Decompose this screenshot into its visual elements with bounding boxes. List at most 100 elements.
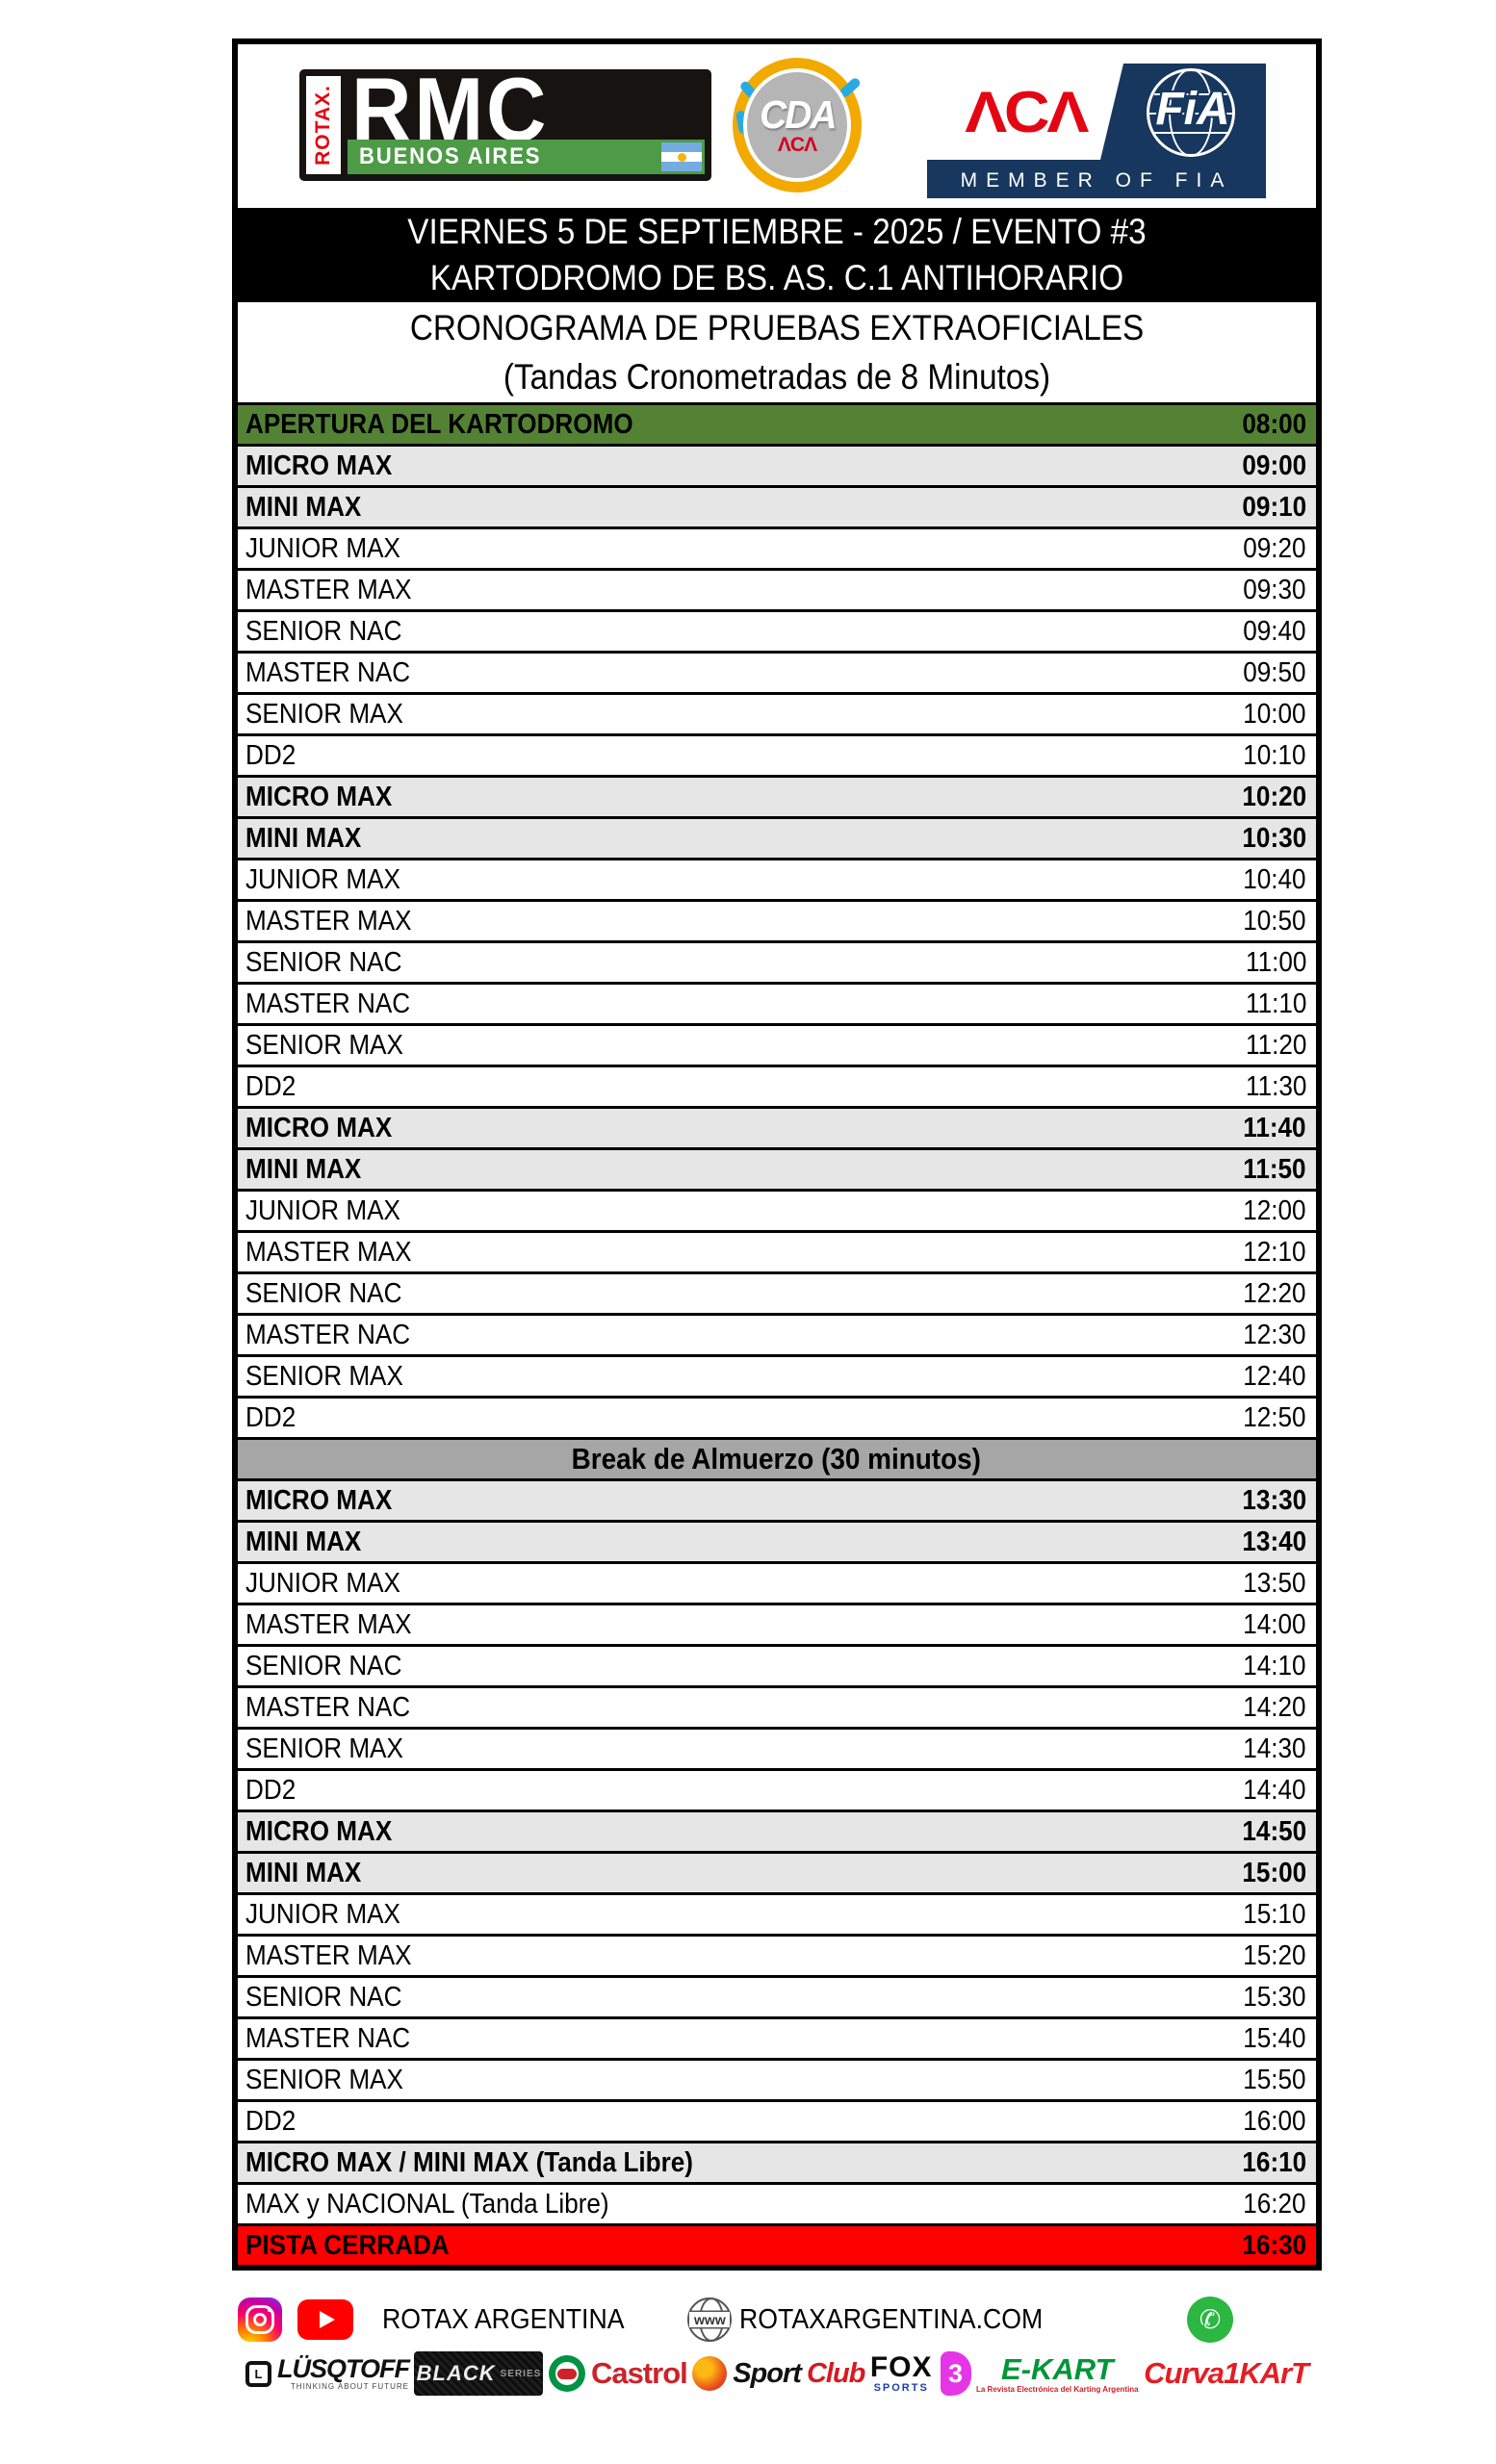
time-label: 16:20	[1243, 2188, 1306, 2220]
table-row: JUNIOR MAX 10:40	[238, 858, 1316, 899]
table-row: DD2 16:00	[238, 2099, 1316, 2141]
category-label: DD2	[245, 1070, 297, 1102]
time-label: 15:00	[1242, 1857, 1306, 1888]
time-label: 11:10	[1245, 988, 1306, 1019]
fia-globe-icon: FiA	[1147, 68, 1235, 157]
time-label: 16:00	[1243, 2105, 1306, 2137]
time-label: 08:00	[1242, 408, 1306, 440]
table-row: JUNIOR MAX 09:20	[238, 526, 1316, 568]
time-label: 12:50	[1243, 1401, 1306, 1433]
pista-cerrada-row: PISTA CERRADA 16:30	[238, 2223, 1316, 2265]
aca-mark: ΛCΛ	[927, 64, 1123, 160]
time-label: 09:40	[1243, 615, 1306, 647]
category-label: MAX y NACIONAL (Tanda Libre)	[245, 2188, 609, 2220]
time-label: 14:30	[1243, 1732, 1306, 1764]
category-label: SENIOR NAC	[245, 1650, 402, 1681]
whatsapp-icon: ✆	[1187, 2297, 1234, 2343]
time-label: 09:50	[1243, 656, 1306, 688]
time-label: 11:00	[1245, 946, 1306, 978]
table-row: MICRO MAX 10:20	[238, 775, 1316, 816]
category-label: MICRO MAX	[245, 1815, 393, 1847]
time-label: 10:40	[1243, 863, 1306, 895]
table-row: APERTURA DEL KARTODROMO 08:00	[238, 402, 1316, 444]
time-label: 14:00	[1243, 1608, 1306, 1640]
sponsor-black-series-logo: BLACK SERIES	[414, 2351, 544, 2396]
time-label: 11:30	[1245, 1070, 1306, 1102]
category-label: MICRO MAX	[245, 781, 393, 812]
event-line: VIERNES 5 DE SEPTIEMBRE - 2025 / EVENTO …	[407, 212, 1147, 251]
category-label: MASTER MAX	[245, 905, 412, 937]
table-row: SENIOR NAC 15:30	[238, 1975, 1316, 2016]
category-label: MASTER NAC	[245, 1319, 411, 1350]
table-row: MICRO MAX 14:50	[238, 1810, 1316, 1851]
table-row: SENIOR MAX 12:40	[238, 1354, 1316, 1396]
table-row: MICRO MAX 13:30	[238, 1478, 1316, 1520]
event-banner: VIERNES 5 DE SEPTIEMBRE - 2025 / EVENTO …	[238, 208, 1316, 302]
rotax-wordmark: ROTAX.	[306, 76, 341, 174]
category-label: MICRO MAX	[245, 1112, 393, 1143]
table-row: MASTER MAX 09:30	[238, 568, 1316, 609]
table-row: JUNIOR MAX 15:10	[238, 1892, 1316, 1934]
time-label: 14:10	[1243, 1650, 1306, 1681]
buenos-aires-banner: BUENOS AIRES	[348, 140, 705, 174]
category-label: MINI MAX	[245, 1857, 362, 1888]
time-label: 10:30	[1242, 822, 1306, 854]
category-label: SENIOR NAC	[245, 1981, 402, 2013]
table-row: DD2 14:40	[238, 1768, 1316, 1810]
social-handle-label: ROTAX ARGENTINA	[382, 2303, 625, 2335]
category-label: JUNIOR MAX	[245, 863, 400, 895]
time-label: 09:00	[1242, 449, 1306, 481]
category-label: DD2	[245, 739, 297, 771]
category-label: MINI MAX	[245, 491, 362, 523]
sponsor-fox-sports-logo: FOX SPORTS 3	[870, 2351, 971, 2396]
time-label: 12:00	[1243, 1194, 1306, 1226]
time-label: 09:20	[1243, 532, 1306, 564]
logo-header: ROTAX. RMC BUENOS AIRES CDA ΛCΛ ΛCΛ FiA …	[238, 44, 1316, 208]
break-row: Break de Almuerzo (30 minutos)	[238, 1437, 1316, 1478]
category-label: SENIOR MAX	[245, 2064, 403, 2095]
time-label: 13:40	[1242, 1526, 1306, 1557]
category-label: JUNIOR MAX	[245, 1567, 400, 1599]
time-label: 15:20	[1243, 1939, 1306, 1971]
category-label: SENIOR MAX	[245, 698, 403, 730]
castrol-icon	[548, 2355, 585, 2392]
time-label: 12:20	[1243, 1277, 1306, 1309]
category-label: SENIOR MAX	[245, 1029, 403, 1061]
category-label: APERTURA DEL KARTODROMO	[245, 408, 633, 440]
time-label: 12:30	[1243, 1319, 1306, 1350]
category-label: MASTER MAX	[245, 574, 412, 605]
table-row: JUNIOR MAX 12:00	[238, 1189, 1316, 1230]
argentina-flag-icon	[661, 142, 702, 171]
table-row: MINI MAX 11:50	[238, 1147, 1316, 1189]
time-label: 10:20	[1242, 781, 1306, 812]
cda-aca-logo: CDA ΛCΛ	[733, 58, 863, 192]
sponsor-curva1kart-logo: Curva1KArT	[1144, 2356, 1309, 2390]
time-label: 14:50	[1242, 1815, 1306, 1847]
table-row: MICRO MAX 11:40	[238, 1106, 1316, 1147]
category-label: DD2	[245, 2105, 297, 2137]
fox-sports-3-badge: 3	[940, 2351, 971, 2396]
time-label: 10:50	[1243, 905, 1306, 937]
category-label: MASTER NAC	[245, 656, 411, 688]
table-row: SENIOR NAC 14:10	[238, 1644, 1316, 1685]
time-label: 12:10	[1243, 1236, 1306, 1268]
category-label: SENIOR NAC	[245, 615, 402, 647]
table-row: MICRO MAX / MINI MAX (Tanda Libre) 16:10	[238, 2141, 1316, 2182]
schedule-document: ROTAX. RMC BUENOS AIRES CDA ΛCΛ ΛCΛ FiA …	[232, 38, 1322, 2271]
table-row: SENIOR NAC 12:20	[238, 1271, 1316, 1313]
category-label: SENIOR MAX	[245, 1360, 403, 1392]
table-row: MASTER NAC 09:50	[238, 651, 1316, 692]
category-label: MASTER NAC	[245, 988, 411, 1019]
table-row: SENIOR MAX 11:20	[238, 1023, 1316, 1065]
schedule-table: APERTURA DEL KARTODROMO 08:00 MICRO MAX 09…	[238, 402, 1316, 2265]
table-row: MASTER MAX 15:20	[238, 1934, 1316, 1975]
table-row: MINI MAX 15:00	[238, 1851, 1316, 1892]
youtube-icon	[297, 2299, 353, 2340]
time-label: 13:30	[1242, 1484, 1306, 1516]
cda-disc: CDA ΛCΛ	[743, 68, 851, 182]
category-label: JUNIOR MAX	[245, 532, 400, 564]
table-row: MASTER MAX 14:00	[238, 1603, 1316, 1644]
category-label: MASTER NAC	[245, 1691, 411, 1723]
schedule-subtitle: (Tandas Cronometradas de 8 Minutos)	[503, 357, 1051, 397]
category-label: JUNIOR MAX	[245, 1898, 400, 1930]
